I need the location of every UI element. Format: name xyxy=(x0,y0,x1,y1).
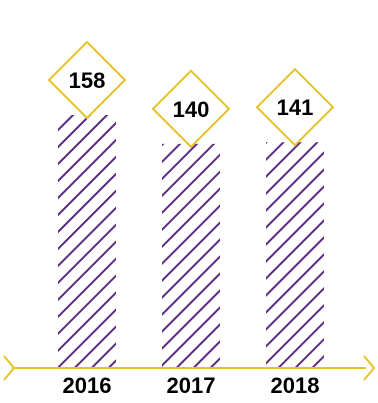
bar-2017 xyxy=(162,143,220,368)
bars-group xyxy=(58,115,324,368)
bar-2018 xyxy=(266,142,324,368)
data-label-2016: 158 xyxy=(69,68,106,93)
x-tick-labels-group: 2016 2017 2018 xyxy=(63,373,320,398)
axis-right-chevron-icon xyxy=(363,355,376,381)
data-labels-group: 158 140 141 xyxy=(47,40,335,149)
value-label-box-2018 xyxy=(255,67,335,147)
x-axis xyxy=(3,355,376,381)
x-tick-label-2016: 2016 xyxy=(63,373,112,398)
x-tick-label-2017: 2017 xyxy=(167,373,216,398)
data-label-2017: 140 xyxy=(173,97,210,122)
value-label-box-2017 xyxy=(151,69,231,149)
axis-left-chevron-icon xyxy=(3,355,16,381)
bar-2016 xyxy=(58,115,116,368)
data-label-2018: 141 xyxy=(277,95,314,120)
x-tick-label-2018: 2018 xyxy=(271,373,320,398)
value-label-box-2016 xyxy=(47,40,127,120)
